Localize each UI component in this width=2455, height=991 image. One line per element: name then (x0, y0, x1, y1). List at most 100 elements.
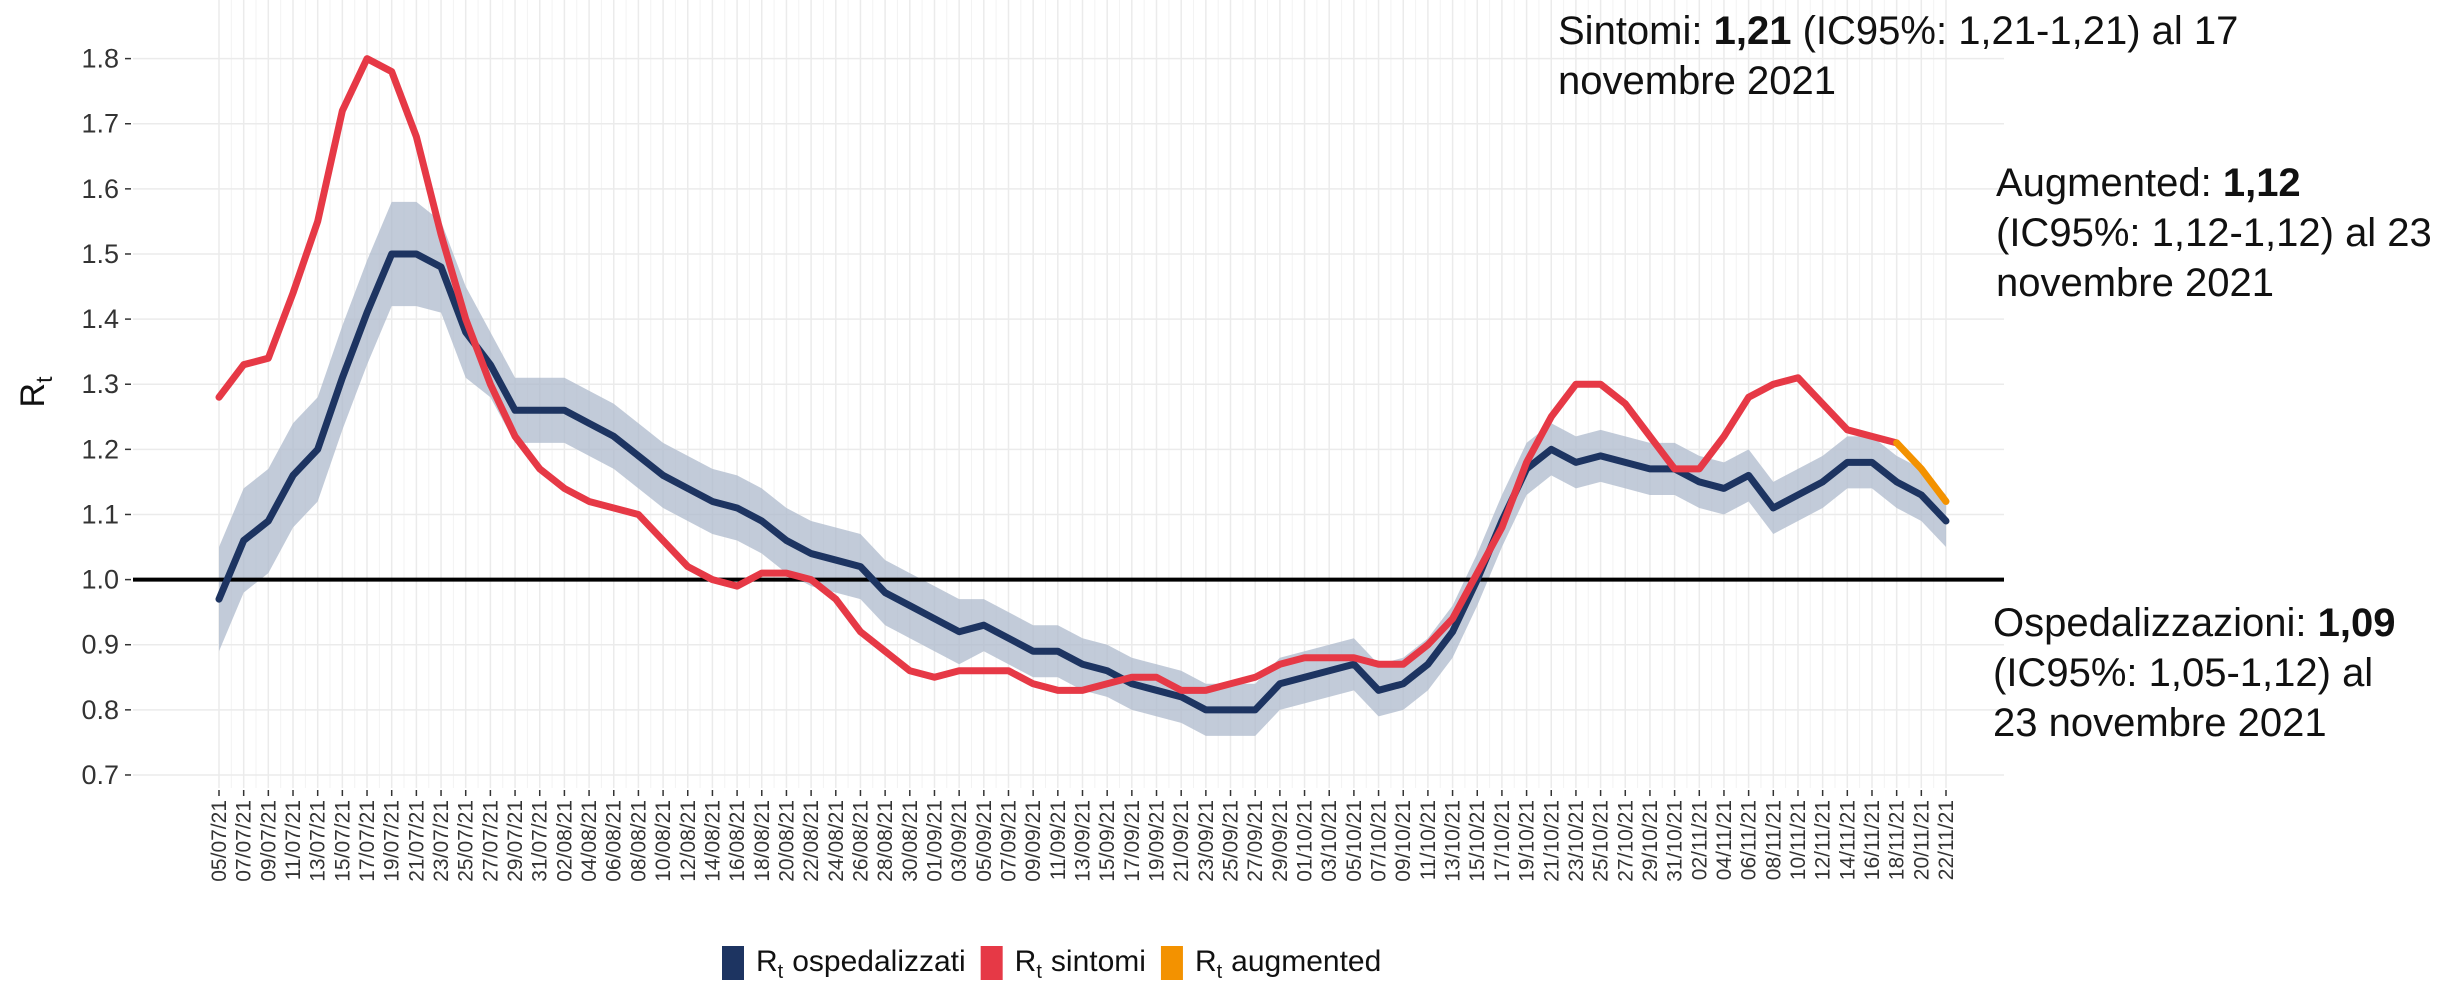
x-tick-label: 21/07/21 (405, 800, 428, 882)
x-tick-label: 19/07/21 (381, 800, 404, 882)
x-tick-label: 29/10/21 (1639, 800, 1662, 882)
legend-symbol-sub: t (778, 961, 784, 983)
y-axis-label: Rt (14, 376, 57, 408)
annotation-text: Ospedalizzazioni: (1993, 601, 2318, 645)
y-tick-label: 1.1 (81, 499, 119, 529)
x-tick-label: 08/08/21 (627, 800, 650, 882)
x-tick-label: 28/08/21 (874, 800, 897, 882)
x-tick-label: 04/08/21 (578, 800, 601, 882)
x-tick-label: 05/09/21 (973, 800, 996, 882)
x-tick-label: 03/10/21 (1318, 800, 1341, 882)
x-tick-label: 08/11/21 (1762, 800, 1785, 880)
x-tick-label: 15/09/21 (1096, 800, 1119, 882)
y-tick-label: 0.9 (81, 630, 119, 660)
x-tick-label: 27/07/21 (479, 800, 502, 882)
y-tick-label: 1.0 (81, 565, 119, 595)
x-tick-label: 21/09/21 (1170, 800, 1193, 882)
y-tick-label: 1.5 (81, 239, 119, 269)
x-tick-label: 23/09/21 (1195, 800, 1218, 882)
annotation-text: Sintomi: (1558, 9, 1714, 53)
annotation: Sintomi: 1,21 (IC95%: 1,21-1,21) al 17 n… (1558, 6, 2278, 106)
legend-label: Rt ospedalizzati (756, 945, 966, 983)
x-tick-label: 01/10/21 (1294, 800, 1317, 882)
x-tick-label: 14/11/21 (1836, 800, 1859, 880)
x-tick-label: 13/07/21 (307, 800, 330, 882)
x-tick-label: 13/09/21 (1072, 800, 1095, 882)
y-tick-label: 1.2 (81, 434, 119, 464)
legend-label: Rt sintomi (1015, 945, 1146, 983)
x-tick-label: 07/09/21 (997, 800, 1020, 882)
x-tick-label: 30/08/21 (899, 800, 922, 882)
x-tick-label: 04/11/21 (1713, 800, 1736, 880)
x-tick-label: 31/10/21 (1664, 800, 1687, 882)
legend-symbol-main: R (756, 945, 778, 978)
x-tick-label: 19/09/21 (1146, 800, 1169, 882)
legend-label: Rt augmented (1195, 945, 1381, 983)
y-axis-label-sub: t (31, 376, 57, 383)
legend-name: augmented (1231, 945, 1381, 978)
annotation-text: (IC95%: 1,21-1,21) al 17 novembre 2021 (1558, 9, 2239, 103)
x-tick-label: 09/10/21 (1392, 800, 1415, 882)
x-tick-label: 21/10/21 (1540, 800, 1563, 882)
legend-symbol-sub: t (1036, 961, 1042, 983)
legend-symbol-main: R (1195, 945, 1217, 978)
y-tick-label: 1.3 (81, 369, 119, 399)
y-tick-label: 1.4 (81, 304, 119, 334)
x-tick-label: 22/11/21 (1935, 800, 1958, 880)
legend-swatch (1160, 946, 1183, 980)
x-tick-label: 02/11/21 (1688, 800, 1711, 880)
x-tick-label: 15/07/21 (331, 800, 354, 882)
x-tick-label: 22/08/21 (800, 800, 823, 882)
x-tick-label: 11/09/21 (1047, 800, 1070, 880)
y-tick-label: 0.7 (81, 760, 119, 790)
x-tick-label: 05/07/21 (208, 800, 231, 882)
x-tick-label: 16/11/21 (1861, 800, 1884, 880)
x-tick-label: 15/10/21 (1466, 800, 1489, 882)
x-tick-label: 27/10/21 (1614, 800, 1637, 882)
legend-symbol-main: R (1015, 945, 1037, 978)
x-tick-label: 07/10/21 (1368, 800, 1391, 882)
x-tick-label: 29/09/21 (1269, 800, 1292, 882)
x-tick-label: 05/10/21 (1343, 800, 1366, 882)
y-tick-label: 0.8 (81, 695, 119, 725)
annotation: Ospedalizzazioni: 1,09 (IC95%: 1,05-1,12… (1993, 598, 2423, 748)
annotation-text: Augmented: (1996, 161, 2223, 205)
x-tick-label: 07/07/21 (233, 800, 256, 882)
annotation-text: (IC95%: 1,05-1,12) al 23 novembre 2021 (1993, 651, 2374, 745)
x-tick-label: 11/10/21 (1417, 800, 1440, 880)
annotation-value: 1,12 (2222, 161, 2301, 205)
x-tick-label: 01/09/21 (923, 800, 946, 882)
x-tick-label: 27/09/21 (1244, 800, 1267, 882)
x-tick-label: 24/08/21 (825, 800, 848, 882)
y-tick-label: 1.7 (81, 109, 119, 139)
x-tick-label: 12/08/21 (677, 800, 700, 882)
legend-swatch (722, 946, 744, 980)
x-tick-label: 25/07/21 (455, 800, 478, 882)
x-tick-label: 09/07/21 (257, 800, 280, 882)
annotation-value: 1,21 (1713, 9, 1792, 53)
y-axis-label-main: R (14, 383, 52, 408)
x-tick-label: 09/09/21 (1022, 800, 1045, 882)
legend-name: ospedalizzati (792, 945, 965, 978)
x-tick-label: 13/10/21 (1442, 800, 1465, 882)
x-tick-label: 29/07/21 (504, 800, 527, 882)
x-tick-label: 06/08/21 (603, 800, 626, 882)
annotation-text: (IC95%: 1,12-1,12) al 23 novembre 2021 (1996, 211, 2432, 305)
x-tick-label: 02/08/21 (553, 800, 576, 882)
x-tick-label: 17/09/21 (1121, 800, 1144, 882)
x-tick-label: 18/11/21 (1886, 800, 1909, 880)
annotation-value: 1,09 (2317, 601, 2396, 645)
series-line (1893, 439, 1950, 505)
x-tick-label: 14/08/21 (701, 800, 724, 882)
x-tick-label: 06/11/21 (1738, 800, 1761, 880)
annotation: Augmented: 1,12 (IC95%: 1,12-1,12) al 23… (1996, 158, 2446, 308)
x-tick-label: 25/10/21 (1590, 800, 1613, 882)
x-tick-label: 19/10/21 (1516, 800, 1539, 882)
x-tick-label: 20/08/21 (775, 800, 798, 882)
legend-symbol-sub: t (1217, 961, 1223, 983)
legend-swatch (980, 946, 1003, 980)
x-tick-label: 20/11/21 (1910, 800, 1933, 880)
x-tick-label: 23/07/21 (430, 800, 453, 882)
legend-name: sintomi (1051, 945, 1146, 978)
